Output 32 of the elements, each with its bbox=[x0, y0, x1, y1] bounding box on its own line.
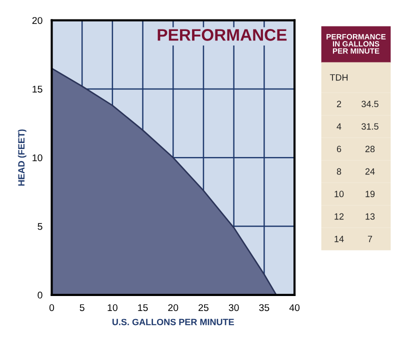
x-tick-label: 30 bbox=[228, 304, 239, 312]
text: 14 bbox=[334, 236, 344, 242]
text: 6 bbox=[336, 146, 342, 152]
text: 28 bbox=[365, 146, 375, 152]
text: 31.5 bbox=[362, 123, 378, 130]
x-tick-label: 35 bbox=[259, 304, 270, 312]
y-tick-label: 10 bbox=[32, 154, 42, 162]
x-axis-title: U.S. GALLONS PER MINUTE bbox=[112, 318, 234, 326]
text: 4 bbox=[336, 123, 342, 130]
y-tick-label: 20 bbox=[32, 17, 42, 24]
text: 13 bbox=[366, 213, 375, 220]
text: TDH bbox=[330, 74, 348, 81]
text: 12 bbox=[334, 213, 344, 220]
text: 8 bbox=[336, 168, 342, 175]
x-tick-label: 40 bbox=[289, 304, 300, 312]
text: 34.5 bbox=[362, 100, 378, 108]
x-tick-label: 0 bbox=[49, 304, 54, 312]
text: 24 bbox=[365, 168, 375, 175]
y-axis-title: HEAD (FEET) bbox=[18, 129, 26, 186]
text: 2 bbox=[336, 100, 342, 108]
y-tick-label: 15 bbox=[32, 86, 42, 93]
x-tick-label: 5 bbox=[80, 304, 84, 312]
y-tick-label: 5 bbox=[38, 223, 42, 230]
x-tick-label: 20 bbox=[168, 304, 178, 312]
y-tick-label: 0 bbox=[38, 292, 42, 299]
text: 10 bbox=[334, 190, 344, 198]
chart-title: PERFORMANCE bbox=[158, 29, 287, 41]
text: 7 bbox=[368, 236, 372, 242]
x-tick-label: 25 bbox=[198, 304, 208, 312]
text: 19 bbox=[366, 190, 375, 198]
x-tick-label: 10 bbox=[108, 304, 118, 312]
x-tick-label: 15 bbox=[138, 304, 148, 312]
